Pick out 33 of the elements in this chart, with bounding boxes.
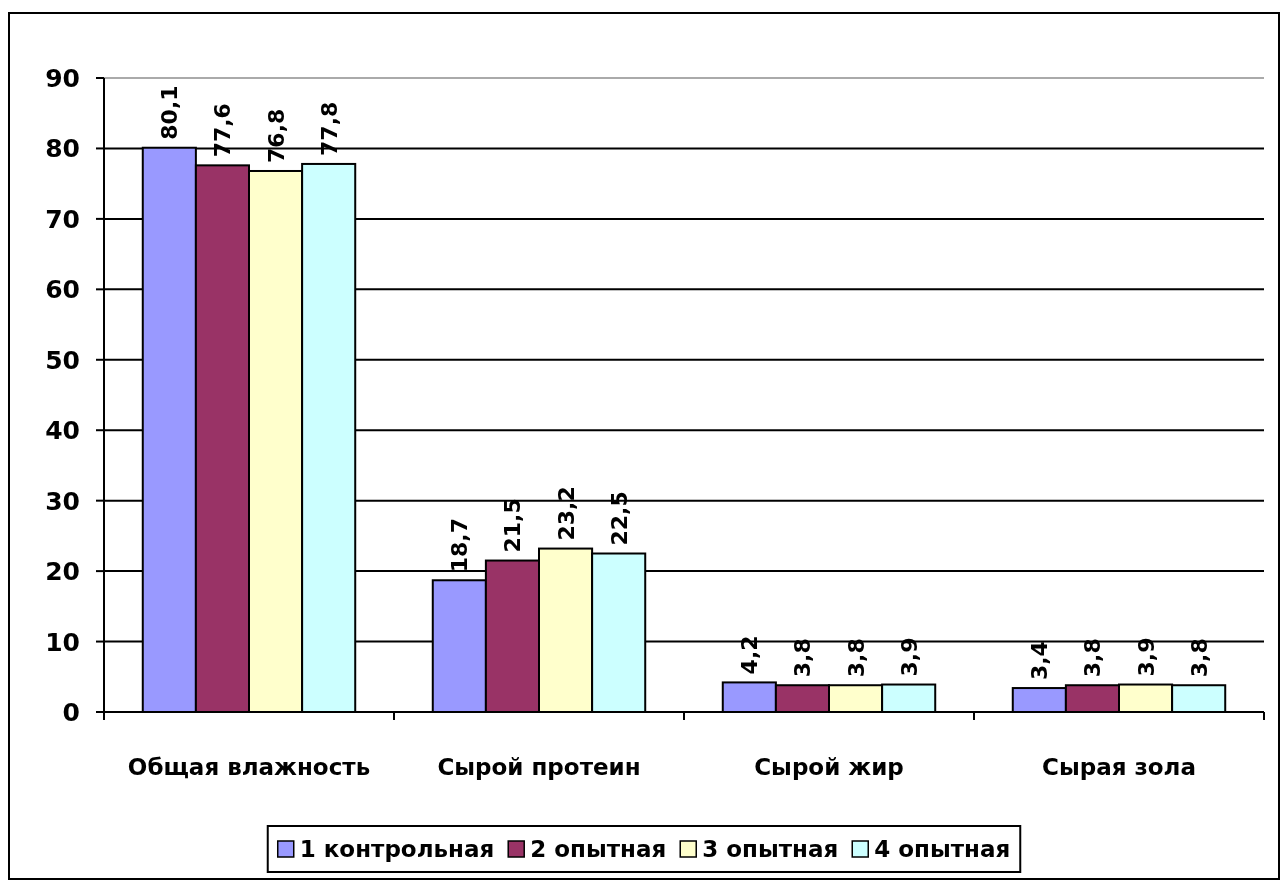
data-label: 3,8 — [843, 638, 869, 678]
data-label: 77,6 — [210, 103, 236, 158]
y-tick-label: 20 — [45, 557, 80, 587]
data-label: 3,4 — [1027, 641, 1053, 681]
data-label: 3,9 — [1133, 637, 1159, 677]
y-tick-label: 80 — [45, 134, 80, 164]
y-tick-label: 40 — [45, 416, 80, 446]
y-tick-label: 0 — [62, 698, 80, 727]
y-tick-label: 70 — [45, 204, 80, 234]
data-label: 76,8 — [263, 108, 289, 163]
legend-label: 1 контрольная — [299, 836, 495, 862]
data-label: 3,8 — [790, 638, 816, 678]
data-label: 3,9 — [896, 637, 922, 677]
y-tick-label: 10 — [45, 627, 80, 657]
legend-label: 4 опытная — [874, 836, 1011, 862]
x-tick-label: Общая влажность — [127, 754, 371, 780]
data-label: 23,2 — [553, 486, 579, 541]
x-tick-label: Сырой жир — [754, 754, 904, 780]
y-tick-label: 50 — [45, 345, 80, 375]
y-tick-label: 30 — [45, 486, 80, 516]
legend-label: 2 опытная — [530, 836, 667, 862]
data-label: 18,7 — [447, 517, 473, 573]
data-label: 22,5 — [606, 491, 632, 546]
y-tick-label: 60 — [45, 275, 80, 305]
legend-label: 3 опытная — [702, 836, 839, 862]
x-tick-label: Сырая зола — [1042, 754, 1196, 780]
data-label: 3,8 — [1186, 638, 1212, 678]
data-label: 3,8 — [1080, 638, 1106, 678]
data-label: 21,5 — [500, 498, 526, 553]
x-tick-label: Сырой протеин — [437, 754, 641, 780]
data-label: 77,8 — [316, 101, 342, 156]
y-tick-label: 90 — [45, 64, 80, 93]
data-label: 80,1 — [157, 85, 183, 140]
